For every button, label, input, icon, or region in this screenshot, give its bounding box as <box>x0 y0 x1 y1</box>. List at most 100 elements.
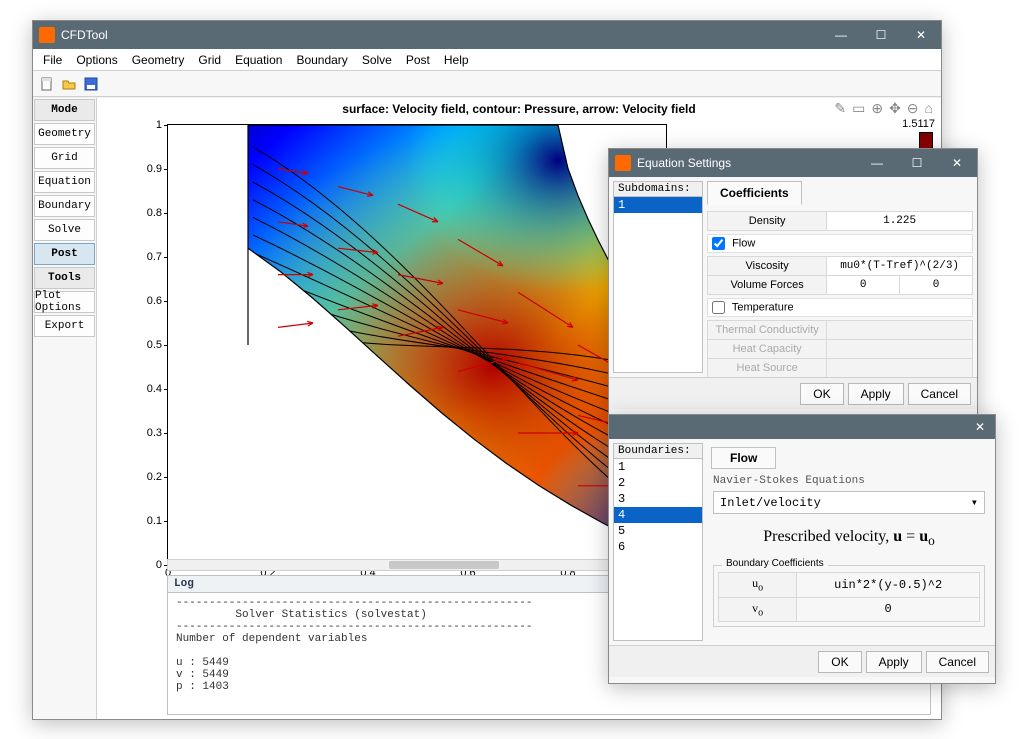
boundary-item[interactable]: 6 <box>614 539 702 555</box>
heat-capacity-input <box>827 340 973 359</box>
boundary-item[interactable]: 5 <box>614 523 702 539</box>
boundary-header: Boundaries: <box>614 444 702 459</box>
vo-input[interactable]: 0 <box>797 597 980 621</box>
chevron-down-icon: ▾ <box>971 495 978 510</box>
edit-plot-icon[interactable]: ✎ <box>832 100 848 117</box>
volume-force-y-input[interactable]: 0 <box>900 276 973 295</box>
menu-options[interactable]: Options <box>70 51 123 69</box>
bc-type-dropdown[interactable]: Inlet/velocity ▾ <box>713 491 985 514</box>
close-button[interactable]: ✕ <box>907 25 935 45</box>
y-tick-label: 0.7 <box>147 251 162 263</box>
menu-geometry[interactable]: Geometry <box>126 51 191 69</box>
volume-force-x-input[interactable]: 0 <box>827 276 900 295</box>
sidebar-item-solve[interactable]: Solve <box>34 219 95 241</box>
minimize-button[interactable]: — <box>827 25 855 45</box>
h-scrollbar-thumb[interactable] <box>389 561 499 569</box>
viscosity-label: Viscosity <box>708 257 827 276</box>
plot-title: surface: Velocity field, contour: Pressu… <box>97 102 941 116</box>
menu-equation[interactable]: Equation <box>229 51 288 69</box>
density-input[interactable]: 1.225 <box>827 212 973 231</box>
plot-tool-strip: ✎ ▭ ⊕ ✥ ⊖ ⌂ <box>832 100 935 117</box>
bnd-flow-tab[interactable]: Flow <box>711 447 776 469</box>
bnd-titlebar[interactable]: ✕ <box>609 415 995 439</box>
viscosity-input[interactable]: mu0*(T-Tref)^(2/3) <box>827 257 973 276</box>
subdomain-header: Subdomains: <box>614 182 702 197</box>
sidebar-item-geometry[interactable]: Geometry <box>34 123 95 145</box>
main-title: CFDTool <box>61 28 827 42</box>
temperature-checkbox-label: Temperature <box>732 301 794 313</box>
eq-minimize-button[interactable]: — <box>863 153 891 173</box>
home-icon[interactable]: ⌂ <box>923 100 935 117</box>
y-tick-label: 0.8 <box>147 207 162 219</box>
eq-titlebar[interactable]: Equation Settings — ☐ ✕ <box>609 149 977 177</box>
eq-cancel-button[interactable]: Cancel <box>908 383 971 405</box>
eq-apply-button[interactable]: Apply <box>848 383 904 405</box>
boundary-item[interactable]: 2 <box>614 475 702 491</box>
sidebar-item-post[interactable]: Post <box>34 243 95 265</box>
sidebar-item-boundary[interactable]: Boundary <box>34 195 95 217</box>
boundary-item[interactable]: 1 <box>614 459 702 475</box>
boundary-item[interactable]: 4 <box>614 507 702 523</box>
zoom-out-icon[interactable]: ⊖ <box>905 100 921 117</box>
boundary-list[interactable]: Boundaries: 123456 <box>613 443 703 641</box>
bnd-ok-button[interactable]: OK <box>818 651 861 673</box>
eq-ok-button[interactable]: OK <box>800 383 843 405</box>
y-tick-label: 0.1 <box>147 515 162 527</box>
heat-capacity-label: Heat Capacity <box>708 340 827 359</box>
eq-maximize-button[interactable]: ☐ <box>903 153 931 173</box>
menu-solve[interactable]: Solve <box>356 51 398 69</box>
save-file-icon[interactable] <box>81 74 101 94</box>
coefficients-tab[interactable]: Coefficients <box>707 181 802 205</box>
open-file-icon[interactable] <box>59 74 79 94</box>
plot-axes[interactable]: 00.10.20.30.40.50.60.70.80.9100.20.40.60… <box>167 124 667 564</box>
sidebar-item-plot-options[interactable]: Plot Options <box>34 291 95 313</box>
boundary-panel: Flow Navier-Stokes Equations Inlet/veloc… <box>707 443 991 641</box>
ns-equations-label: Navier-Stokes Equations <box>707 473 991 489</box>
boundary-item[interactable]: 3 <box>614 491 702 507</box>
y-tick-label: 0.9 <box>147 163 162 175</box>
subdomain-item[interactable]: 1 <box>614 197 702 213</box>
colorbar-max: 1.5117 <box>902 118 935 130</box>
menu-boundary[interactable]: Boundary <box>290 51 353 69</box>
pan-icon[interactable]: ✥ <box>887 100 903 117</box>
sidebar-item-equation[interactable]: Equation <box>34 171 95 193</box>
y-tick-label: 0.3 <box>147 427 162 439</box>
uo-input[interactable]: uin*2*(y-0.5)^2 <box>797 573 980 597</box>
vo-label: vo <box>719 597 797 621</box>
sidebar-header-mode: Mode <box>34 99 95 121</box>
menu-grid[interactable]: Grid <box>192 51 227 69</box>
zoom-in-icon[interactable]: ⊕ <box>869 100 885 117</box>
main-titlebar[interactable]: CFDTool — ☐ ✕ <box>33 21 941 49</box>
sidebar-item-export[interactable]: Export <box>34 315 95 337</box>
heat-source-label: Heat Source <box>708 359 827 378</box>
maximize-button[interactable]: ☐ <box>867 25 895 45</box>
eq-title: Equation Settings <box>637 156 863 170</box>
plot-svg <box>168 125 668 565</box>
sidebar-header-tools: Tools <box>34 267 95 289</box>
temperature-checkbox[interactable] <box>712 301 725 314</box>
boundary-settings-dialog: ✕ Boundaries: 123456 Flow Navier-Stokes … <box>608 414 996 684</box>
new-file-icon[interactable] <box>37 74 57 94</box>
flow-checkbox-row[interactable]: Flow <box>707 234 973 253</box>
y-tick-label: 0.4 <box>147 383 162 395</box>
boundary-coef-legend: Boundary Coefficients <box>722 558 828 569</box>
temperature-checkbox-row[interactable]: Temperature <box>707 298 973 317</box>
menu-help[interactable]: Help <box>438 51 475 69</box>
volume-forces-label: Volume Forces <box>708 276 827 295</box>
equation-settings-dialog: Equation Settings — ☐ ✕ Subdomains: 1 Co… <box>608 148 978 418</box>
bnd-buttons: OK Apply Cancel <box>609 645 995 677</box>
sidebar-item-grid[interactable]: Grid <box>34 147 95 169</box>
eq-close-button[interactable]: ✕ <box>943 153 971 173</box>
bnd-apply-button[interactable]: Apply <box>866 651 922 673</box>
bnd-close-button[interactable]: ✕ <box>969 418 991 436</box>
zoom-box-icon[interactable]: ▭ <box>850 100 867 117</box>
y-tick-label: 0.2 <box>147 471 162 483</box>
subdomain-list[interactable]: Subdomains: 1 <box>613 181 703 373</box>
menu-file[interactable]: File <box>37 51 68 69</box>
menu-post[interactable]: Post <box>400 51 436 69</box>
flow-checkbox[interactable] <box>712 237 725 250</box>
y-tick-label: 0.6 <box>147 295 162 307</box>
bnd-cancel-button[interactable]: Cancel <box>926 651 989 673</box>
bc-type-value: Inlet/velocity <box>720 496 821 510</box>
flow-checkbox-label: Flow <box>732 237 755 249</box>
